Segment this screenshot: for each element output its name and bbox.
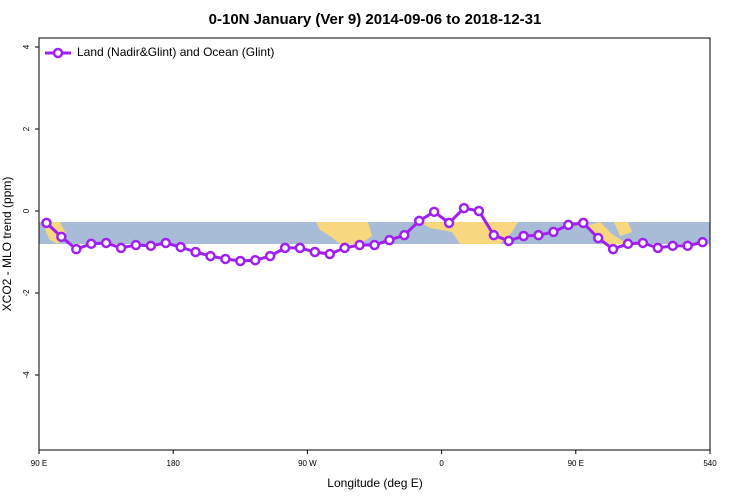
data-point [309,246,321,258]
data-point [369,239,380,251]
data-point [249,254,261,266]
x-tick-label: 0 [439,459,444,468]
data-point [458,202,470,214]
data-point [443,217,455,229]
data-point [279,242,291,254]
data-point [413,215,425,227]
data-point [428,206,440,218]
land [586,222,628,244]
land [614,222,632,236]
data-point [697,236,708,248]
data-point [667,240,678,252]
data-point [220,253,231,265]
data-point [473,205,485,217]
data-point [488,229,500,241]
data-point [607,243,619,255]
y-axis-label: XCO2 - MLO trend (ppm) [0,177,14,312]
x-tick-label: 180 [167,459,181,468]
data-point [652,242,664,254]
data-point [235,255,246,267]
legend-label: Land (Nadir&Glint) and Ocean (Glint) [77,45,274,59]
y-tick-label: 2 [22,126,31,131]
data-point [622,238,634,250]
y-tick-label: -4 [22,371,31,379]
x-axis-label: Longitude (deg E) [327,476,422,490]
data-point [399,229,410,241]
data-point [354,239,365,251]
x-tick-label: 90 E [568,459,584,468]
data-point [592,232,604,244]
y-tick-label: 4 [22,44,31,49]
data-point [518,230,529,242]
data-point [384,234,395,246]
x-tick-label: 90 W [298,459,317,468]
data-point [145,240,157,252]
data-point [578,217,589,229]
data-point [85,238,97,250]
data-point [563,219,574,231]
legend-marker [52,47,64,59]
data-point [548,226,559,238]
data-point [41,217,52,229]
data-point [71,243,82,255]
y-tick-label: -2 [22,289,31,297]
data-point [160,237,171,249]
data-point [503,235,514,247]
y-tick-label: 0 [22,208,31,213]
data-point [637,237,649,249]
chart-title: 0-10N January (Ver 9) 2014-09-06 to 2018… [209,11,542,28]
data-point [100,237,112,249]
data-point [175,241,186,253]
data-point [115,242,127,254]
land [316,222,372,244]
data-point [205,250,216,262]
data-point [264,250,276,262]
data-point [682,240,693,252]
data-point [324,248,336,260]
x-tick-label: 540 [703,459,717,468]
data-point [294,242,306,254]
data-point [533,229,544,241]
data-point [190,246,201,258]
data-point [339,242,350,254]
data-point [56,231,67,243]
plot-frame [38,37,711,451]
x-tick-label: 90 E [31,459,47,468]
data-point [130,239,142,251]
